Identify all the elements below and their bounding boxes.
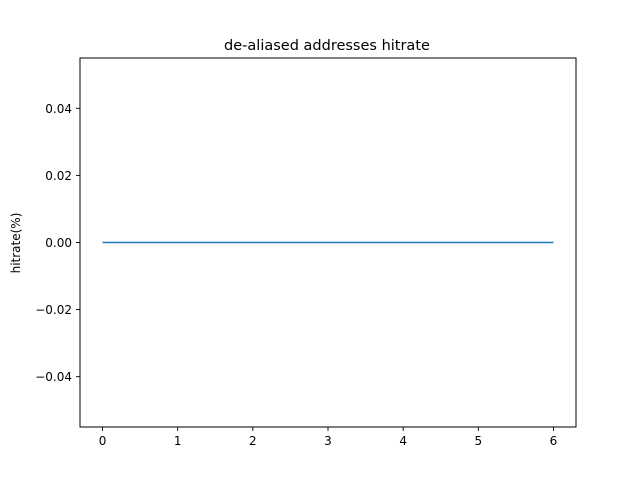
- y-axis-label: hitrate(%): [9, 213, 23, 274]
- x-tick-label: 6: [550, 434, 558, 448]
- chart-title: de-aliased addresses hitrate: [224, 38, 430, 54]
- axes-frame: [79, 57, 577, 428]
- y-tick-label: 0.04: [45, 102, 72, 116]
- y-tick-label: −0.04: [35, 370, 72, 384]
- x-tick-label: 5: [474, 434, 482, 448]
- plot-area: 0 1 2 3 4 5 6 −0.04 −0.02 0.00 0.02 0.04: [35, 102, 557, 448]
- y-tick-label: 0.02: [45, 169, 72, 183]
- x-tick-label: 3: [324, 434, 332, 448]
- x-tick-label: 1: [174, 434, 182, 448]
- x-tick-label: 2: [249, 434, 257, 448]
- x-tick-label: 0: [99, 434, 107, 448]
- x-tick-label: 4: [399, 434, 407, 448]
- y-tick-label: 0.00: [45, 236, 72, 250]
- y-tick-label: −0.02: [35, 303, 72, 317]
